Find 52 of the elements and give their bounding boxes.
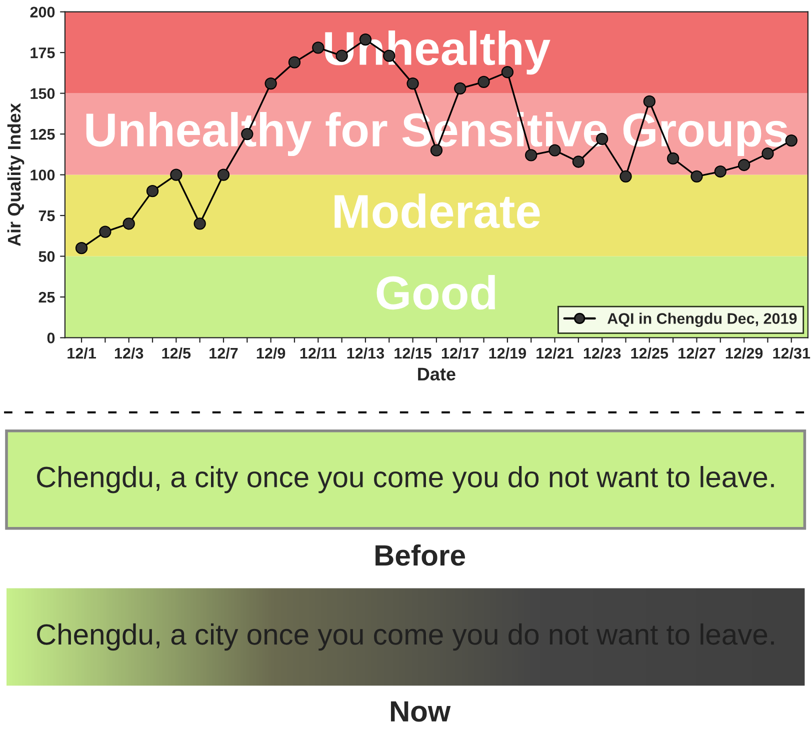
point <box>690 170 703 182</box>
y-tick-label: 125 <box>30 128 55 140</box>
point <box>99 226 112 238</box>
y-tick-label: 0 <box>47 332 55 344</box>
y-tick-label: 25 <box>38 292 55 303</box>
point <box>738 158 750 172</box>
point <box>714 165 726 178</box>
y-tick-label: 75 <box>38 210 55 222</box>
x-tick-label: 12/23 <box>584 347 621 359</box>
x-tick-label: 12/15 <box>394 347 432 359</box>
point <box>146 184 159 198</box>
x-tick-label: 12/25 <box>631 347 668 359</box>
point <box>406 77 419 90</box>
point <box>454 82 466 94</box>
point <box>288 56 301 68</box>
x-tick-label: 12/1 <box>68 347 96 359</box>
point <box>75 242 88 254</box>
x-tick-label: 12/9 <box>256 347 286 359</box>
band-label: Moderate <box>334 194 540 228</box>
x-tick-label: 12/21 <box>536 347 574 359</box>
y-tick-label: 150 <box>30 88 55 99</box>
x-tick-label: 12/13 <box>347 347 384 359</box>
y-axis-title: Air Quality Index <box>7 103 24 246</box>
x-tick-label: 12/7 <box>210 347 238 359</box>
x-tick-label: 12/11 <box>300 347 336 359</box>
y-tick-label: 175 <box>30 48 55 58</box>
point <box>643 95 656 108</box>
point <box>264 77 277 90</box>
legend-label: AQI in Chengdu Dec, 2019 <box>607 312 797 328</box>
x-tick-label: 12/29 <box>726 347 763 359</box>
x-axis-title: Date <box>418 368 456 381</box>
point <box>217 168 230 181</box>
text: Chengdu, a city once you come you do not want to leave. <box>37 466 774 494</box>
point <box>122 218 135 230</box>
x-tick-label: 12/3 <box>114 347 144 359</box>
x-tick-label: 12/5 <box>162 347 191 359</box>
y-tick-label: 100 <box>30 170 55 180</box>
point <box>572 156 584 168</box>
point <box>312 42 324 54</box>
point <box>194 218 206 230</box>
x-tick-label: 12/31 <box>773 347 810 359</box>
point <box>620 170 632 182</box>
x-tick-label: 12/17 <box>442 347 479 359</box>
y-tick-label: 200 <box>30 6 55 18</box>
y-tick-label: 50 <box>38 251 55 262</box>
x-tick-label: 12/19 <box>489 347 526 359</box>
point <box>478 76 490 88</box>
point <box>170 168 182 181</box>
text: Now <box>390 701 451 722</box>
x-tick-label: 12/27 <box>678 347 716 359</box>
text: Before <box>376 544 466 566</box>
band-label: Good <box>376 274 495 310</box>
